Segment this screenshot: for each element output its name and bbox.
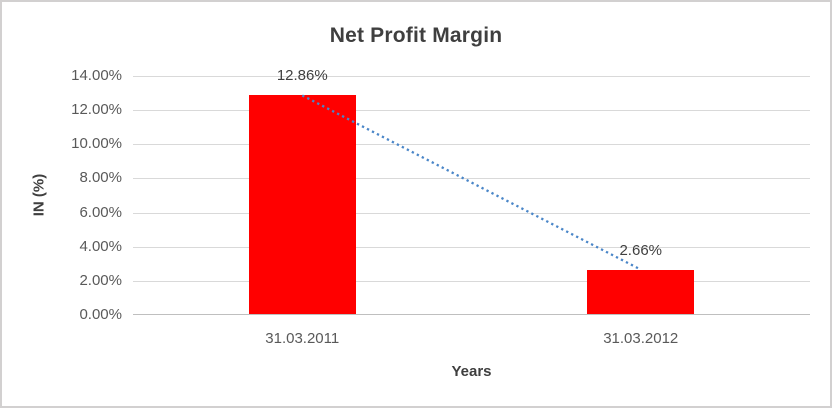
bar[interactable]: [587, 269, 695, 315]
y-tick-label: 8.00%: [79, 169, 122, 187]
y-tick-label: 6.00%: [79, 203, 122, 221]
y-tick-label: 12.00%: [71, 101, 122, 119]
data-label: 12.86%: [276, 67, 328, 85]
y-tick-label: 14.00%: [71, 67, 122, 84]
bar[interactable]: [248, 95, 356, 315]
gridline: [133, 212, 810, 214]
gridline: [133, 178, 810, 180]
gridline: [133, 144, 810, 146]
x-axis-title: Years: [451, 363, 492, 380]
y-tick-label: 2.00%: [79, 271, 122, 289]
y-tick-label: 10.00%: [71, 135, 122, 153]
gridline: [133, 110, 810, 112]
y-tick-label: 4.00%: [79, 237, 122, 255]
x-tick-label: 31.03.2012: [603, 330, 679, 347]
gridline: [133, 76, 810, 77]
x-tick-label: 31.03.2011: [265, 330, 340, 347]
gridline: [133, 246, 810, 248]
data-label: 2.66%: [619, 241, 663, 259]
x-axis-line: [133, 314, 810, 315]
gridline: [133, 280, 810, 282]
chart-title: Net Profit Margin: [329, 24, 503, 47]
y-tick-label: 0.00%: [79, 306, 122, 323]
plot-area: [133, 76, 810, 315]
